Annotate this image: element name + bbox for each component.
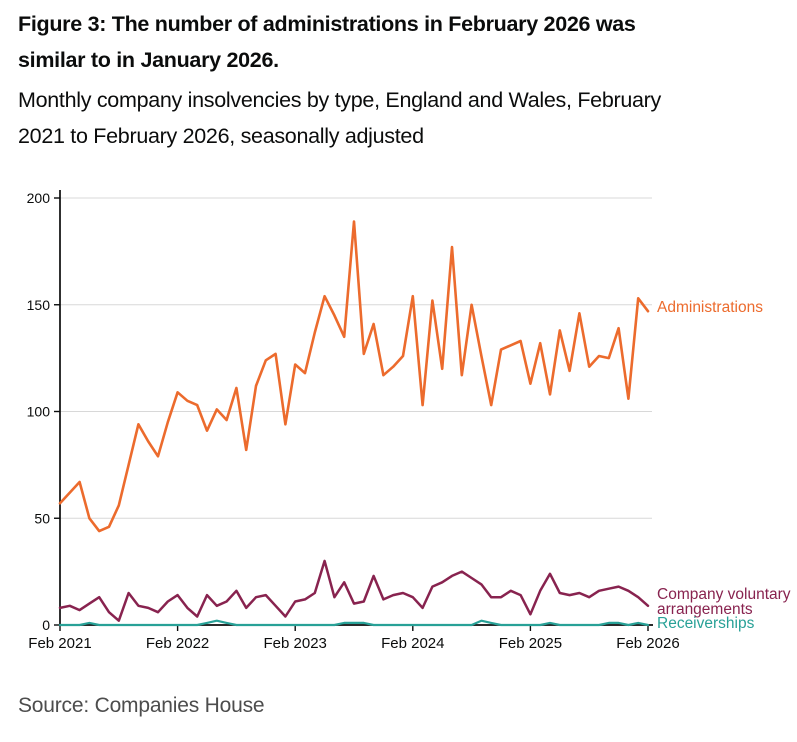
x-tick-label-4: Feb 2025	[499, 635, 562, 652]
x-tick-label-0: Feb 2021	[28, 635, 91, 652]
series-line-receiverships	[58, 619, 650, 627]
x-tick-label-3: Feb 2024	[381, 635, 444, 652]
insolvency-line-chart: 0 50 100 150 200 Feb 2021 Feb 2022 Feb 2023 Feb …	[27, 190, 791, 652]
series-label-receiverships: Receiverships	[657, 615, 755, 632]
series-label-administrations: Administrations	[657, 299, 763, 316]
figure-title-line-1: Figure 3: The number of administrations …	[18, 12, 636, 36]
x-tick-label-5: Feb 2026	[616, 635, 679, 652]
y-tick-label-100: 100	[27, 404, 51, 420]
figure-title-line-2: similar to in January 2026.	[18, 48, 279, 72]
source-note: Source: Companies House	[18, 694, 265, 717]
series-line-company-voluntary-arrangements	[58, 559, 650, 622]
series-line-administrations	[58, 220, 650, 533]
y-tick-label-200: 200	[27, 190, 51, 206]
y-tick-label-50: 50	[34, 510, 50, 526]
series-label-company-voluntary-arrangements-line-2: arrangements	[657, 601, 753, 618]
figure-title: Figure 3: The number of administrations …	[18, 6, 782, 78]
x-tick-label-1: Feb 2022	[146, 635, 209, 652]
y-tick-label-0: 0	[42, 617, 50, 633]
y-tick-label-150: 150	[27, 297, 51, 313]
x-tick-label-2: Feb 2023	[264, 635, 327, 652]
series-label-company-voluntary-arrangements: Company voluntary	[657, 586, 791, 603]
figure-subtitle-line-1: Monthly company insolvencies by type, En…	[18, 88, 661, 112]
figure-subtitle-line-2: 2021 to February 2026, seasonally adjust…	[18, 124, 424, 148]
figure-subtitle: Monthly company insolvencies by type, En…	[18, 82, 782, 154]
